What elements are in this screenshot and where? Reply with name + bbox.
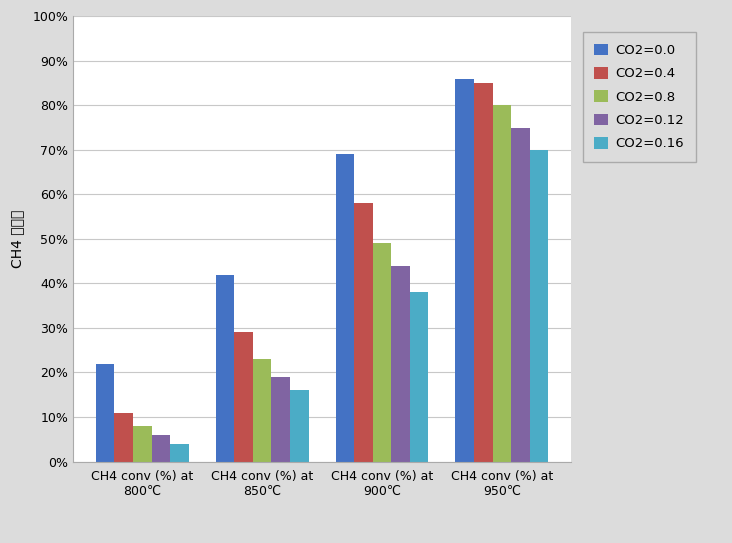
- Bar: [511, 128, 530, 462]
- Bar: [335, 154, 354, 462]
- Bar: [392, 266, 410, 462]
- Bar: [133, 426, 152, 462]
- Bar: [170, 444, 189, 462]
- Bar: [530, 150, 548, 462]
- Bar: [410, 292, 428, 462]
- Bar: [354, 203, 373, 462]
- Bar: [455, 79, 474, 462]
- Bar: [216, 275, 234, 462]
- Bar: [493, 105, 511, 462]
- Bar: [152, 435, 170, 462]
- Bar: [290, 390, 309, 462]
- Bar: [253, 359, 272, 462]
- Legend: CO2=0.0, CO2=0.4, CO2=0.8, CO2=0.12, CO2=0.16: CO2=0.0, CO2=0.4, CO2=0.8, CO2=0.12, CO2…: [583, 32, 696, 162]
- Bar: [96, 364, 114, 462]
- Bar: [373, 243, 392, 462]
- Bar: [234, 332, 253, 462]
- Bar: [474, 83, 493, 462]
- Bar: [272, 377, 290, 462]
- Bar: [114, 413, 133, 462]
- Y-axis label: CH4 전환율: CH4 전환율: [10, 210, 24, 268]
